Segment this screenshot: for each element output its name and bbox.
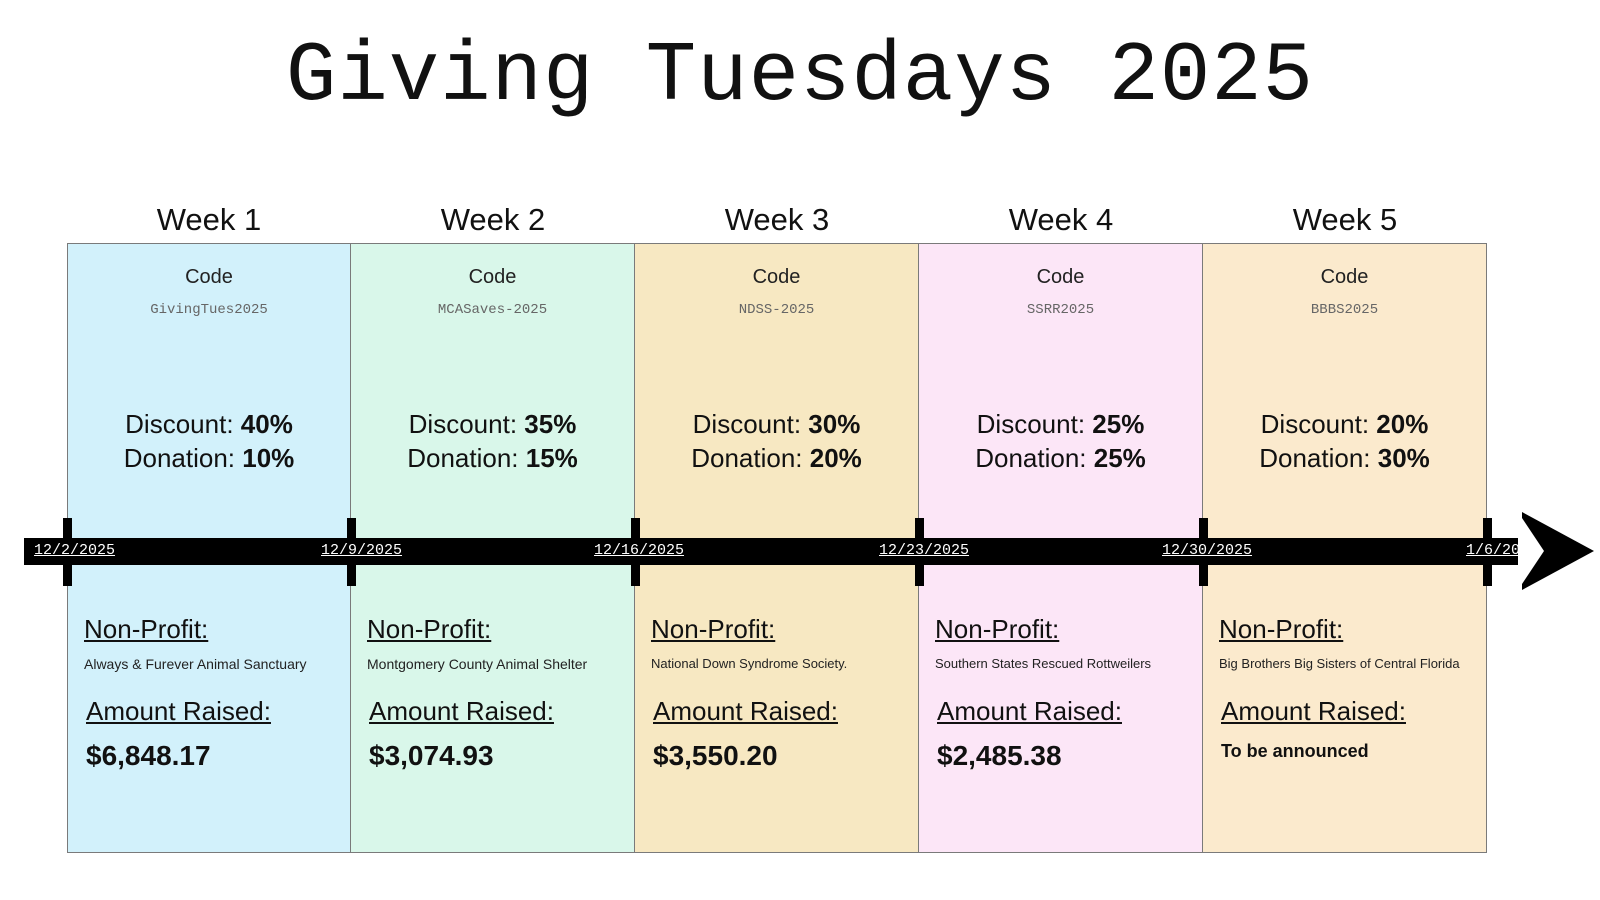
week-4-label: Week 4 xyxy=(1008,202,1114,237)
nonprofit-name: National Down Syndrome Society. xyxy=(651,656,848,671)
discount-line: Discount: 25% xyxy=(919,409,1202,440)
code-label: Code xyxy=(1036,266,1085,288)
donation-label: Donation: xyxy=(691,443,803,473)
nonprofit-name: Big Brothers Big Sisters of Central Flor… xyxy=(1219,656,1460,671)
date-label: 12/30/2025 xyxy=(1162,542,1253,559)
nonprofit-label: Non-Profit: xyxy=(1219,614,1344,644)
nonprofit-name: Always & Furever Animal Sanctuary xyxy=(84,656,307,672)
promo-code: NDSS-2025 xyxy=(738,302,815,318)
timeline-tick xyxy=(915,518,924,586)
discount-value: 35% xyxy=(524,409,577,439)
amount-raised-label: Amount Raised: xyxy=(86,696,271,726)
donation-label: Donation: xyxy=(407,443,519,473)
nonprofit-label: Non-Profit: xyxy=(84,614,209,644)
donation-value: 30% xyxy=(1377,443,1430,473)
code-label: Code xyxy=(752,266,801,288)
donation-line: Donation: 20% xyxy=(635,443,918,474)
nonprofit-label: Non-Profit: xyxy=(935,614,1060,644)
discount-label: Discount: xyxy=(692,409,802,439)
date-label: 12/16/2025 xyxy=(594,542,685,559)
amount-raised-label: Amount Raised: xyxy=(1221,696,1406,726)
discount-value: 40% xyxy=(240,409,293,439)
code-label: Code xyxy=(468,266,517,288)
nonprofit-label: Non-Profit: xyxy=(367,614,492,644)
week-3-label: Week 3 xyxy=(724,202,830,237)
amount-raised-value: $2,485.38 xyxy=(937,740,1062,771)
date-label: 1/6/2026 xyxy=(1466,542,1539,559)
timeline-tick xyxy=(63,518,72,586)
discount-label: Discount: xyxy=(125,409,234,439)
discount-value: 20% xyxy=(1376,409,1429,439)
amount-raised-label: Amount Raised: xyxy=(369,696,554,726)
donation-label: Donation: xyxy=(123,443,236,473)
amount-raised-value: $3,550.20 xyxy=(653,740,778,771)
donation-line: Donation: 25% xyxy=(919,443,1202,474)
amount-raised-label: Amount Raised: xyxy=(653,696,838,726)
donation-value: 15% xyxy=(525,443,578,473)
date-label: 12/2/2025 xyxy=(34,542,116,559)
timeline-tick xyxy=(631,518,640,586)
donation-value: 10% xyxy=(242,443,295,473)
discount-line: Discount: 40% xyxy=(68,409,350,440)
amount-raised-label: Amount Raised: xyxy=(937,696,1122,726)
nonprofit-label: Non-Profit: xyxy=(651,614,776,644)
page-title: Giving Tuesdays 2025 xyxy=(285,30,1315,125)
promo-code: BBBS2025 xyxy=(1310,302,1379,318)
discount-value: 25% xyxy=(1092,409,1145,439)
nonprofit-name: Southern States Rescued Rottweilers xyxy=(935,656,1152,671)
timeline-tick xyxy=(1483,518,1492,586)
donation-label: Donation: xyxy=(975,443,1087,473)
week-5-panel: Code BBBS2025 Discount: 20% Donation: 30… xyxy=(1203,243,1487,853)
timeline-tick xyxy=(347,518,356,586)
donation-line: Donation: 10% xyxy=(68,443,350,474)
code-label: Code xyxy=(1320,266,1369,288)
timeline-tick xyxy=(1199,518,1208,586)
discount-label: Discount: xyxy=(976,409,1086,439)
week-5-label: Week 5 xyxy=(1292,202,1398,237)
timeline-bar xyxy=(24,538,1524,565)
promo-code: GivingTues2025 xyxy=(150,302,268,318)
donation-value: 20% xyxy=(809,443,862,473)
week-1-label: Week 1 xyxy=(156,202,262,237)
discount-line: Discount: 30% xyxy=(635,409,918,440)
code-label: Code xyxy=(185,266,233,288)
discount-label: Discount: xyxy=(1260,409,1370,439)
amount-raised-value: To be announced xyxy=(1221,741,1369,761)
discount-value: 30% xyxy=(808,409,861,439)
donation-value: 25% xyxy=(1093,443,1146,473)
timeline-arrow-notch xyxy=(1518,512,1544,590)
date-label: 12/9/2025 xyxy=(321,542,403,559)
nonprofit-name: Montgomery County Animal Shelter xyxy=(367,656,588,672)
discount-line: Discount: 35% xyxy=(351,409,634,440)
promo-code: SSRR2025 xyxy=(1026,302,1095,318)
donation-line: Donation: 30% xyxy=(1203,443,1486,474)
promo-code: MCASaves-2025 xyxy=(437,302,548,318)
week-2-label: Week 2 xyxy=(440,202,546,237)
discount-label: Discount: xyxy=(408,409,518,439)
donation-label: Donation: xyxy=(1259,443,1371,473)
amount-raised-value: $3,074.93 xyxy=(369,740,494,771)
date-label: 12/23/2025 xyxy=(879,542,970,559)
amount-raised-value: $6,848.17 xyxy=(86,740,211,771)
donation-line: Donation: 15% xyxy=(351,443,634,474)
discount-line: Discount: 20% xyxy=(1203,409,1486,440)
